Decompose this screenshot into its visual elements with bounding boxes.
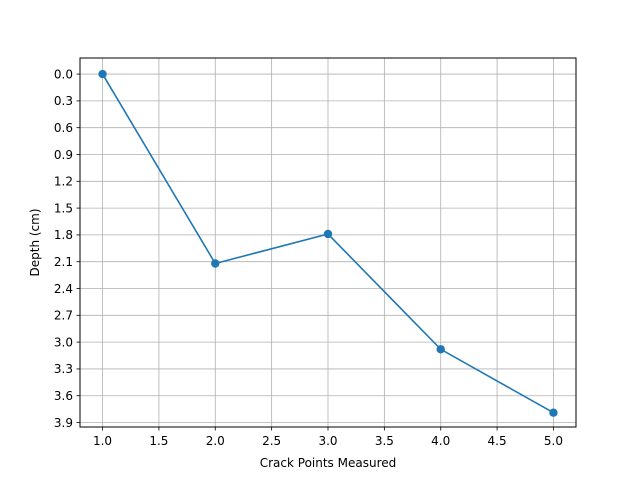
x-tick-label: 2.5 [262,434,281,448]
y-axis-label: Depth (cm) [28,208,42,276]
y-tick-label: 3.0 [54,335,73,349]
x-tick-label: 4.0 [431,434,450,448]
data-point [323,229,333,239]
grid [80,58,576,427]
y-tick-label: 3.9 [54,416,73,430]
y-tick-label: 1.5 [54,201,73,215]
y-tick-label: 3.3 [54,362,73,376]
data-point [98,69,107,79]
y-tick-label: 2.1 [54,255,73,269]
data-point [211,259,220,268]
y-tick-label: 1.8 [54,228,73,242]
axis-ticks: 1.0 1.5 2.0 2.5 3.0 3.5 4.0 4.5 5.0 0.0 0.3 0.6 0.9 1… [54,67,563,448]
series-layer [98,69,558,417]
y-tick-label: 0.9 [54,148,73,162]
y-tick-label: 0.0 [54,67,73,81]
y-tick-label: 2.7 [54,309,73,323]
x-tick-label: 5.0 [544,434,563,448]
y-tick-label: 0.3 [54,94,73,108]
y-tick-label: 0.6 [54,121,73,135]
y-tick-label: 3.6 [54,389,73,403]
y-tick-label: 1.2 [54,175,73,189]
x-tick-label: 1.5 [149,434,168,448]
y-tick-label: 2.4 [54,282,73,296]
x-axis-label: Crack Points Measured [260,456,397,470]
x-tick-label: 2.0 [206,434,225,448]
x-tick-label: 4.5 [488,434,507,448]
x-tick-label: 1.0 [93,434,112,448]
data-point [549,408,558,417]
x-tick-label: 3.5 [375,434,394,448]
data-point [436,345,445,354]
x-tick-label: 3.0 [318,434,337,448]
